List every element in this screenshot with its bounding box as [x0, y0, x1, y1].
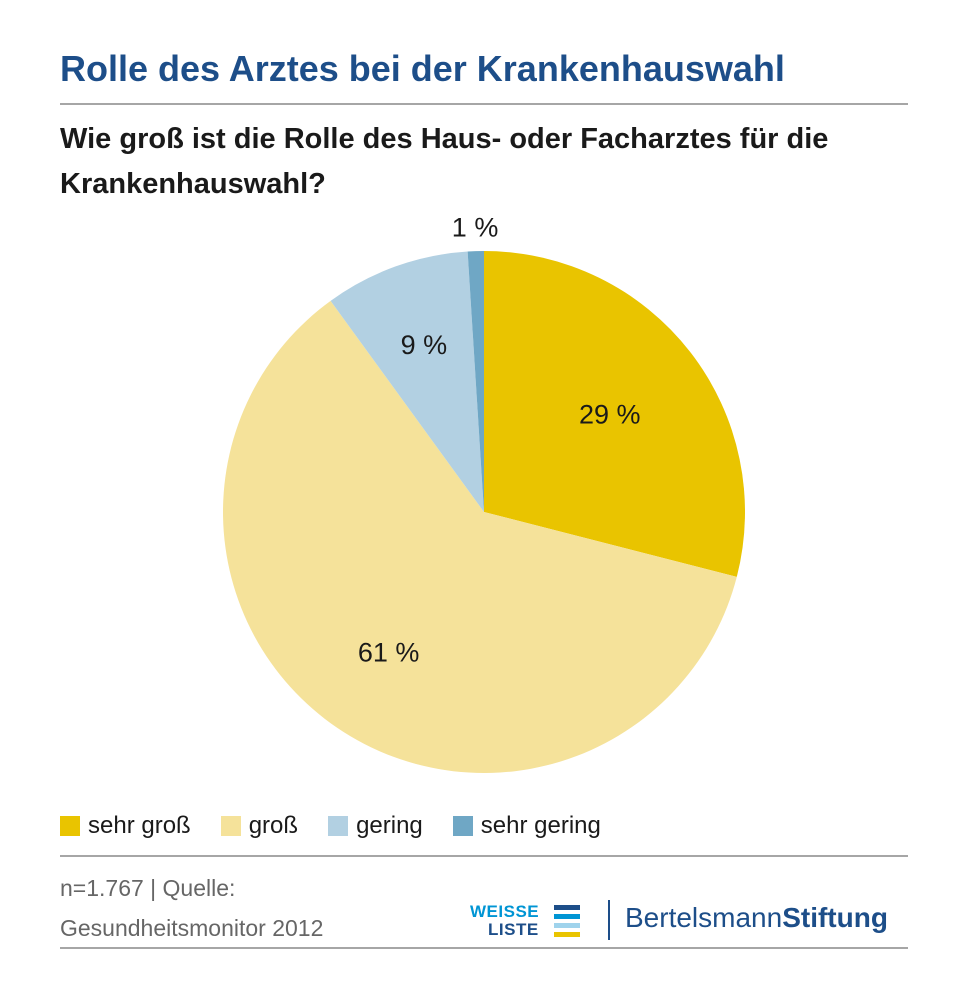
bertelsmann-stiftung-logo: BertelsmannStiftung — [625, 902, 888, 934]
title-divider — [60, 103, 908, 105]
source-note: n=1.767 | Quelle: Gesundheitsmonitor 201… — [60, 868, 323, 948]
legend-item-sehr-gering: sehr gering — [452, 812, 601, 840]
chart-subtitle: Wie groß ist die Rolle des Haus- oder Fa… — [60, 123, 829, 200]
legend-item-sehr-gross: sehr groß — [60, 812, 191, 840]
legend-swatch-sehr-gering — [452, 816, 473, 836]
logo-separator — [608, 900, 610, 940]
legend-label-gross: groß — [248, 812, 299, 839]
logo-stripe-icon — [554, 914, 580, 919]
pie-slice-sehr-gering — [467, 251, 484, 512]
data-label-gering: 9 % — [401, 330, 448, 360]
legend-item-gering: gering — [328, 812, 423, 840]
pie-slice-gering — [330, 251, 484, 513]
weisse-liste-logo-line-1: WEISSE — [470, 902, 540, 921]
legend-label-sehr-gering: sehr gering — [480, 812, 601, 839]
source-line-1: n=1.767 | Quelle: — [60, 875, 236, 901]
data-label-gross: 61 % — [358, 637, 420, 667]
legend-swatch-gering — [328, 816, 349, 836]
logo-text-bold: Stiftung — [782, 902, 888, 933]
legend-label-gering: gering — [356, 812, 423, 839]
source-line-2: Gesundheitsmonitor 2012 — [60, 915, 324, 941]
legend-divider — [60, 855, 908, 857]
legend-swatch-gross — [220, 816, 241, 836]
weisse-liste-logo-line-2: LISTE — [488, 920, 539, 939]
legend: sehr groß groß gering sehr gering — [60, 812, 631, 840]
logo-stripe-icon — [554, 923, 580, 928]
legend-label-sehr-gross: sehr groß — [88, 812, 191, 839]
footer-divider — [60, 947, 908, 949]
logo-stripe-icon — [554, 932, 580, 937]
logo-stripe-icon — [554, 905, 580, 910]
legend-swatch-sehr-gross — [60, 816, 80, 836]
data-label-sehr-gross: 29 % — [579, 399, 641, 429]
data-label-sehr-gering: 1 % — [452, 213, 499, 243]
logo-text-regular: Bertelsmann — [625, 902, 783, 933]
chart-title: Rolle des Arztes bei der Krankenhauswahl — [60, 48, 785, 89]
legend-item-gross: groß — [220, 812, 299, 840]
pie-slice-sehr-gross — [484, 251, 746, 577]
pie-slice-gross — [222, 300, 737, 774]
weisse-liste-logo: WEISSE LISTE — [470, 902, 582, 940]
